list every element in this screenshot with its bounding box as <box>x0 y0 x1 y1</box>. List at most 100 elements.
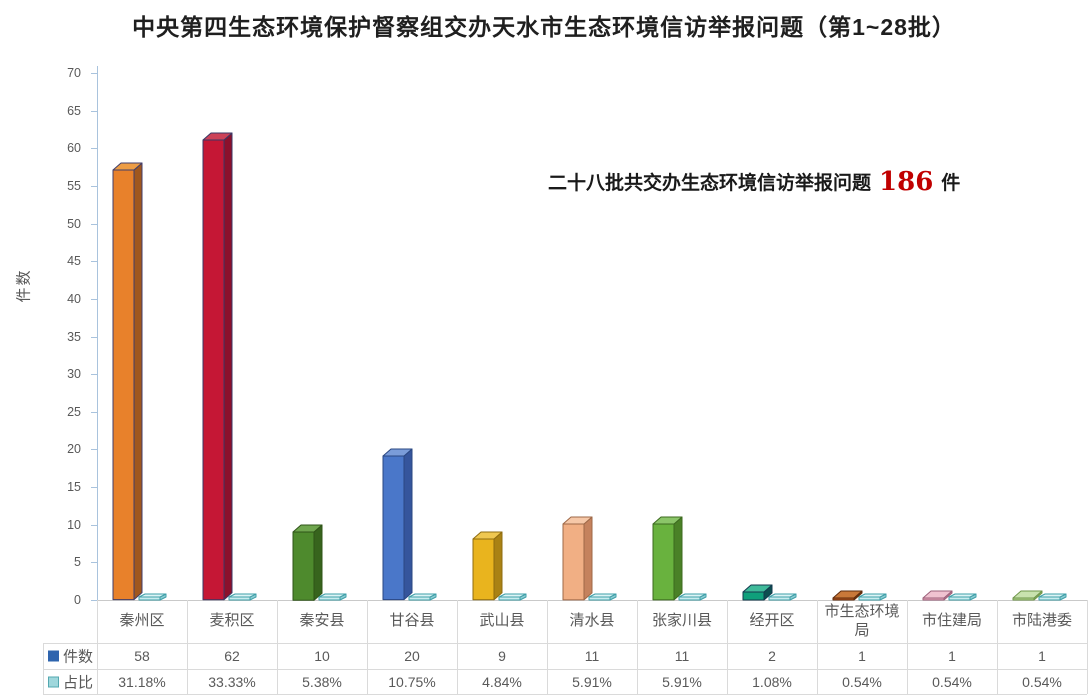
bar-front-face <box>1012 597 1035 601</box>
percent-value-麦积区: 33.33% <box>208 673 256 690</box>
bar-count-秦州区 <box>112 162 143 601</box>
bar-percent-张家川县 <box>678 593 707 601</box>
bar-count-清水县 <box>562 516 593 601</box>
bar-front-face <box>768 596 791 601</box>
count-value-秦州区: 58 <box>134 648 150 664</box>
y-axis-line <box>97 66 98 600</box>
percent-value-经开区: 1.08% <box>752 673 792 690</box>
percent-value-甘谷县: 10.75% <box>388 673 436 690</box>
y-tick-label: 35 <box>67 329 81 344</box>
bar-count-市生态环境局 <box>832 590 863 601</box>
bar-percent-市住建局 <box>948 593 977 601</box>
bar-percent-秦州区 <box>138 593 167 601</box>
bar-percent-甘谷县 <box>408 593 437 601</box>
y-tick-mark <box>91 600 97 601</box>
y-tick-mark <box>91 298 97 300</box>
y-tick-label: 40 <box>67 291 81 306</box>
x-category-label: 甘谷县 <box>389 612 435 630</box>
y-tick-mark <box>91 374 97 376</box>
y-tick-mark <box>91 73 97 74</box>
y-tick-mark <box>91 524 97 526</box>
bar-percent-市陆港委 <box>1038 593 1067 601</box>
bar-front-face <box>858 596 881 601</box>
y-tick-mark <box>91 411 97 413</box>
bar-front-face <box>1038 596 1061 601</box>
bar-front-face <box>948 596 971 601</box>
table-row-border <box>43 669 1087 670</box>
bar-count-武山县 <box>472 531 503 601</box>
percent-value-秦州区: 31.18% <box>118 673 166 690</box>
bar-front-face <box>472 538 495 601</box>
bar-side-face <box>403 448 413 601</box>
bar-percent-秦安县 <box>318 593 347 601</box>
percent-value-张家川县: 5.91% <box>662 673 702 690</box>
table-column-border <box>997 600 998 694</box>
legend-label: 件数 <box>63 648 94 666</box>
bar-front-face <box>292 531 315 601</box>
bar-front-face <box>382 455 405 601</box>
x-category-label: 经开区 <box>749 612 795 630</box>
bar-count-甘谷县 <box>382 448 413 601</box>
percent-value-市陆港委: 0.54% <box>1022 673 1062 690</box>
x-category-label: 麦积区 <box>209 612 255 630</box>
bar-front-face <box>202 139 225 601</box>
table-column-border <box>637 600 638 694</box>
count-value-清水县: 11 <box>584 648 600 664</box>
y-tick-mark <box>91 487 97 489</box>
y-tick-label: 45 <box>67 254 81 269</box>
y-tick-label: 15 <box>67 480 81 495</box>
table-row-border <box>43 643 1087 644</box>
y-tick-label: 60 <box>67 141 81 156</box>
bar-front-face <box>408 596 431 601</box>
table-left-border <box>43 643 44 694</box>
count-value-甘谷县: 20 <box>404 648 420 664</box>
bar-count-秦安县 <box>292 524 323 601</box>
y-tick-label: 50 <box>67 216 81 231</box>
annotation-prefix: 二十八批共交办生态环境信访举报问题 <box>548 173 872 194</box>
bar-side-face <box>673 516 683 601</box>
y-tick-mark <box>91 449 97 451</box>
bar-percent-经开区 <box>768 593 797 601</box>
y-tick-mark <box>91 336 97 338</box>
percent-value-市住建局: 0.54% <box>932 673 972 690</box>
table-column-border <box>277 600 278 694</box>
legend-item-count: 件数 <box>48 646 93 667</box>
percent-value-秦安县: 5.38% <box>302 673 342 690</box>
y-tick-label: 65 <box>67 103 81 118</box>
y-tick-label: 20 <box>67 442 81 457</box>
y-tick-label: 25 <box>67 404 81 419</box>
total-annotation: 二十八批共交办生态环境信访举报问题 186 件 <box>548 168 960 195</box>
bar-count-张家川县 <box>652 516 683 601</box>
count-series-swatch <box>48 650 59 662</box>
x-category-label: 市生态环境局 <box>824 602 900 639</box>
bar-side-face <box>313 524 323 601</box>
y-tick-label: 55 <box>67 178 81 193</box>
y-tick-label: 30 <box>67 367 81 382</box>
annotation-suffix: 件 <box>941 173 961 194</box>
percent-value-市生态环境局: 0.54% <box>842 673 882 690</box>
bar-front-face <box>112 169 135 601</box>
x-category-label: 清水县 <box>569 612 615 630</box>
legend-item-percent: 占比 <box>48 671 93 692</box>
y-tick-label: 0 <box>74 593 81 607</box>
table-row-border <box>43 694 1087 695</box>
bar-percent-市生态环境局 <box>858 593 887 601</box>
y-tick-mark <box>91 562 97 564</box>
bar-side-face <box>583 516 593 601</box>
bar-count-市陆港委 <box>1012 590 1043 601</box>
y-tick-mark <box>91 110 97 112</box>
x-category-label: 秦安县 <box>299 612 345 630</box>
bar-front-face <box>138 596 161 601</box>
table-column-border <box>547 600 548 694</box>
table-column-border <box>187 600 188 694</box>
bar-side-face <box>223 132 233 601</box>
bar-front-face <box>742 591 765 601</box>
y-tick-label: 70 <box>67 66 81 80</box>
y-axis-title: 件数 <box>15 268 33 303</box>
bar-front-face <box>228 596 251 601</box>
x-category-label: 武山县 <box>479 612 525 630</box>
percent-value-武山县: 4.84% <box>482 673 522 690</box>
bar-front-face <box>562 523 585 601</box>
table-column-border <box>97 600 98 694</box>
